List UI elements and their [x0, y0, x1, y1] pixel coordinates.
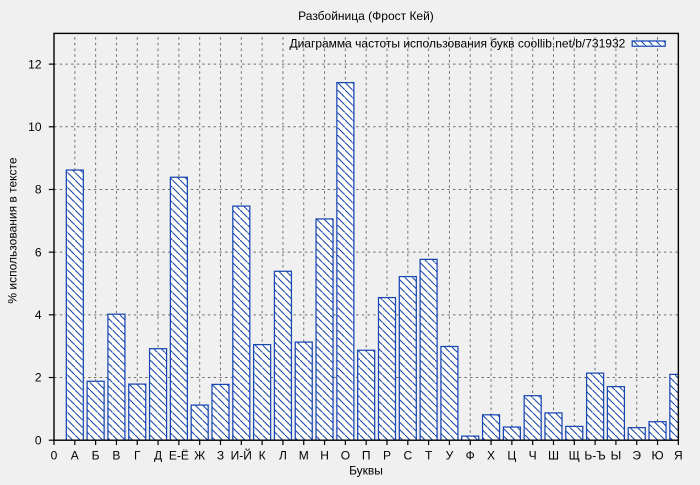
svg-text:Б: Б	[92, 448, 100, 462]
svg-text:Ш: Ш	[548, 448, 559, 462]
svg-text:К: К	[259, 448, 266, 462]
svg-text:В: В	[112, 448, 120, 462]
svg-text:12: 12	[28, 57, 42, 71]
svg-text:Ж: Ж	[194, 448, 205, 462]
svg-text:% использования в тексте: % использования в тексте	[6, 157, 20, 303]
svg-text:2: 2	[35, 371, 42, 385]
svg-text:Разбойница (Фрост Кей): Разбойница (Фрост Кей)	[298, 9, 434, 23]
svg-text:Диаграмма частоты использовани: Диаграмма частоты использования букв coo…	[289, 37, 625, 51]
svg-text:Буквы: Буквы	[349, 464, 383, 478]
svg-text:М: М	[299, 448, 309, 462]
svg-text:Э: Э	[632, 448, 641, 462]
svg-text:Я: Я	[674, 448, 683, 462]
svg-text:Ю: Ю	[651, 448, 663, 462]
svg-text:Т: Т	[425, 448, 433, 462]
svg-text:Е-Ё: Е-Ё	[169, 448, 189, 462]
svg-text:Ч: Ч	[529, 448, 537, 462]
svg-text:Д: Д	[154, 448, 162, 462]
svg-text:Н: Н	[320, 448, 329, 462]
svg-text:З: З	[217, 448, 224, 462]
svg-text:Л: Л	[279, 448, 287, 462]
svg-text:И-Й: И-Й	[231, 447, 252, 462]
svg-text:О: О	[341, 448, 350, 462]
svg-text:8: 8	[35, 183, 42, 197]
svg-text:0: 0	[51, 448, 58, 462]
svg-text:П: П	[362, 448, 371, 462]
svg-text:Р: Р	[383, 448, 391, 462]
svg-text:У: У	[446, 448, 454, 462]
svg-text:А: А	[71, 448, 79, 462]
svg-text:Ф: Ф	[466, 448, 475, 462]
svg-text:4: 4	[35, 308, 42, 322]
svg-text:Щ: Щ	[569, 448, 580, 462]
svg-text:6: 6	[35, 245, 42, 259]
svg-text:10: 10	[28, 120, 42, 134]
svg-text:Г: Г	[134, 448, 141, 462]
svg-text:Х: Х	[487, 448, 495, 462]
svg-text:Ы: Ы	[611, 448, 622, 462]
svg-text:Ь-Ъ: Ь-Ъ	[584, 448, 605, 462]
svg-text:Ц: Ц	[507, 448, 516, 462]
svg-text:0: 0	[35, 433, 42, 447]
svg-text:С: С	[403, 448, 412, 462]
